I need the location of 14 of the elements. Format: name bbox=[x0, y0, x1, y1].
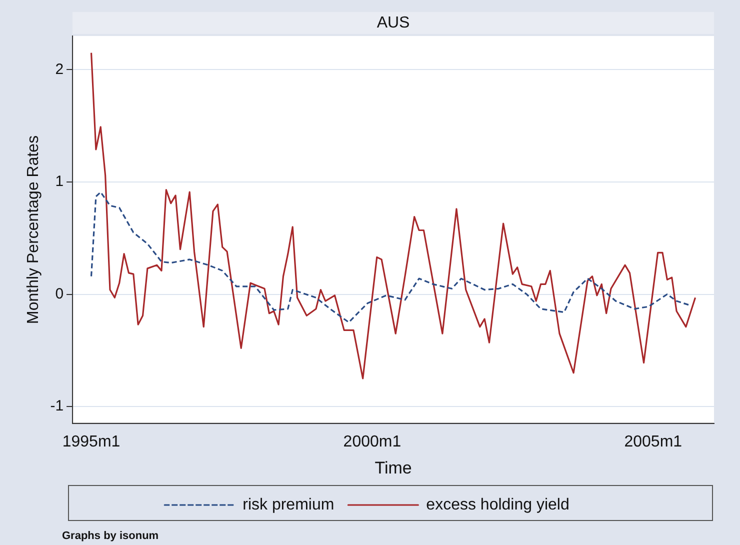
y-tick-label: 2 bbox=[55, 60, 64, 78]
x-axis-title: Time bbox=[374, 458, 412, 478]
text: Graphs by isonum bbox=[62, 530, 159, 542]
y-tick-label: -1 bbox=[50, 398, 64, 415]
x-tick-label: 2000m1 bbox=[343, 433, 402, 450]
legend-label: risk premium bbox=[242, 496, 334, 514]
x-tick-label: 1995m1 bbox=[62, 433, 120, 450]
line-series bbox=[90, 191, 692, 324]
legend-label: excess holding yield bbox=[426, 496, 570, 514]
y-axis-title: Monthly Percentage Rates bbox=[25, 135, 42, 324]
y-tick-label: 0 bbox=[55, 285, 64, 302]
y-tick-label: 1 bbox=[55, 173, 64, 190]
chart-title: AUS bbox=[376, 14, 410, 32]
x-tick-label: 2005m1 bbox=[624, 433, 682, 450]
